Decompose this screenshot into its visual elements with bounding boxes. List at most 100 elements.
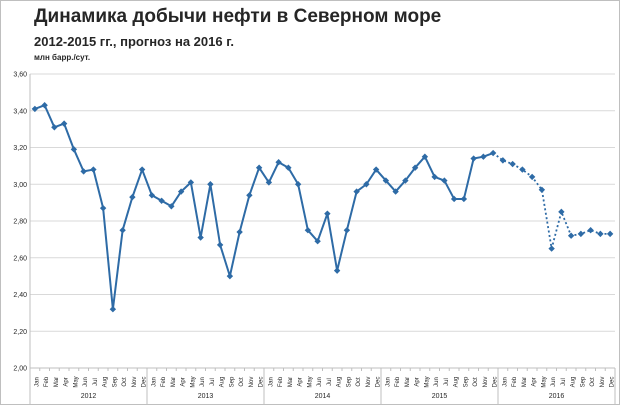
y-tick-label: 2,20 — [13, 329, 27, 336]
data-point — [207, 181, 214, 188]
x-tick-label: Aug — [571, 377, 577, 388]
x-tick-label: Feb — [161, 376, 167, 387]
x-tick-label: Sep — [229, 376, 235, 387]
chart-subtitle: 2012-2015 гг., прогноз на 2016 г. — [34, 34, 234, 49]
x-tick-label: Jan — [151, 377, 157, 387]
data-point — [109, 306, 117, 313]
x-tick-label: May — [541, 376, 547, 387]
y-tick-label: 2,00 — [13, 366, 27, 373]
data-point — [168, 203, 175, 210]
data-point — [431, 173, 438, 181]
x-tick-label: May — [73, 376, 79, 387]
year-label: 2014 — [315, 393, 331, 400]
data-point — [60, 120, 68, 127]
x-tick-label: Apr — [415, 377, 421, 386]
data-point — [99, 204, 107, 212]
x-tick-label: May — [190, 376, 196, 387]
data-point — [255, 164, 263, 171]
x-tick-label: Dec — [376, 377, 382, 388]
x-tick-label: Jul — [210, 378, 216, 386]
x-tick-label: Jun — [83, 377, 89, 387]
data-point — [363, 181, 370, 188]
y-axis-unit: млн барр./сут. — [34, 53, 91, 62]
x-tick-label: Nov — [366, 377, 372, 388]
x-tick-label: Oct — [356, 377, 362, 387]
y-tick-label: 3,00 — [13, 182, 27, 189]
data-point — [460, 195, 468, 203]
x-tick-label: Apr — [181, 377, 187, 386]
x-tick-label: May — [424, 376, 430, 387]
forecast-point — [538, 186, 546, 193]
forecast-line — [492, 152, 611, 250]
x-tick-label: May — [307, 376, 313, 387]
data-point — [216, 241, 224, 249]
x-tick-label: Jul — [561, 378, 567, 386]
x-tick-label: Mar — [54, 377, 60, 387]
data-point — [119, 226, 126, 234]
x-tick-label: Feb — [278, 376, 284, 387]
x-tick-label: Feb — [512, 376, 518, 387]
x-tick-label: Nov — [483, 377, 489, 388]
x-tick-label: Oct — [239, 377, 245, 387]
data-point — [489, 149, 497, 157]
data-point — [392, 188, 399, 195]
forecast-point — [577, 230, 585, 238]
x-tick-label: Oct — [590, 377, 596, 387]
x-tick-label: Aug — [337, 377, 343, 388]
x-tick-label: Sep — [463, 376, 469, 387]
forecast-point — [558, 208, 565, 216]
data-point — [236, 228, 243, 236]
x-tick-label: Sep — [112, 376, 118, 387]
y-tick-label: 2,60 — [13, 255, 27, 262]
x-tick-label: Sep — [346, 376, 352, 387]
data-point — [304, 226, 312, 234]
x-tick-label: Aug — [454, 377, 460, 388]
chart-title: Динамика добычи нефти в Северном море — [34, 6, 442, 27]
x-tick-label: Aug — [220, 377, 226, 388]
data-point — [411, 164, 419, 171]
x-tick-label: Dec — [610, 377, 616, 388]
forecast-point — [528, 173, 536, 181]
data-point — [294, 181, 302, 188]
x-tick-label: Feb — [44, 376, 50, 387]
data-point — [285, 164, 292, 171]
x-tick-label: Dec — [142, 377, 148, 388]
x-tick-label: Oct — [122, 377, 128, 387]
x-tick-label: Feb — [395, 376, 401, 387]
data-point — [372, 166, 380, 173]
x-tick-label: Dec — [493, 377, 499, 388]
x-tick-label: Oct — [473, 377, 479, 387]
data-point — [80, 168, 87, 175]
data-point — [31, 105, 39, 113]
x-tick-label: Jan — [268, 377, 274, 387]
x-tick-label: Jan — [385, 377, 391, 387]
data-point — [402, 177, 409, 184]
x-tick-label: Jun — [200, 377, 206, 387]
x-tick-label: Jun — [434, 377, 440, 387]
y-tick-label: 2,80 — [13, 219, 27, 226]
x-tick-label: Nov — [249, 377, 255, 388]
data-point — [343, 226, 351, 234]
forecast-point — [519, 166, 526, 173]
x-tick-label: Mar — [405, 377, 411, 387]
data-point — [441, 177, 448, 184]
x-tick-label: Apr — [532, 377, 538, 386]
x-tick-label: Jan — [34, 377, 40, 387]
x-tick-label: Jul — [327, 378, 333, 386]
x-tick-label: Jun — [317, 377, 323, 387]
x-tick-label: Jan — [502, 377, 508, 387]
data-point — [138, 166, 146, 173]
data-point — [51, 124, 58, 131]
x-tick-label: Jul — [444, 378, 450, 386]
data-point — [450, 195, 458, 203]
year-label: 2016 — [549, 393, 565, 400]
x-tick-label: Apr — [64, 377, 70, 386]
x-tick-label: Aug — [103, 377, 109, 388]
data-point — [265, 179, 273, 186]
data-point — [246, 192, 253, 199]
y-tick-label: 3,40 — [13, 108, 27, 115]
x-tick-label: Sep — [580, 376, 586, 387]
data-point — [41, 102, 48, 109]
y-tick-label: 3,60 — [13, 72, 27, 79]
